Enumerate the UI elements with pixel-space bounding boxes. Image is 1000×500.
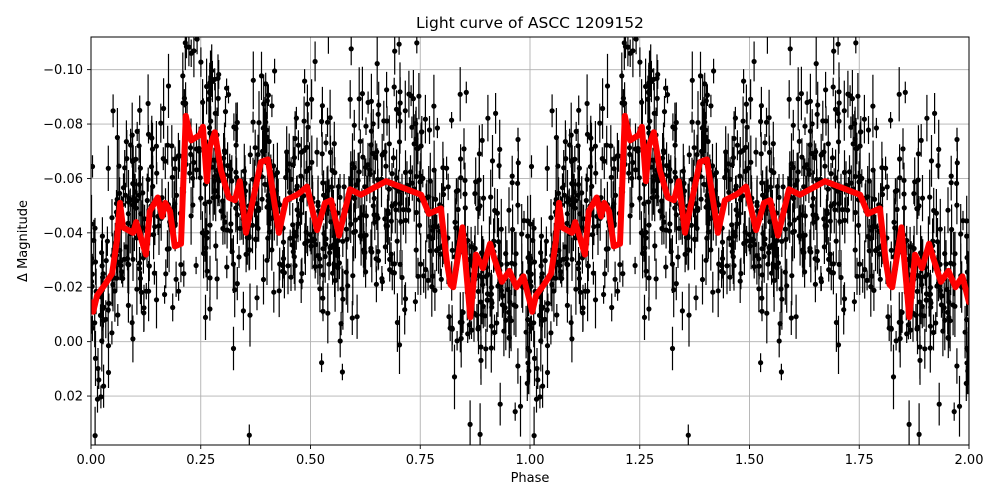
x-tick-label: 1.50: [735, 453, 764, 468]
y-tick-label: 0.02: [54, 390, 83, 405]
y-axis-label: Δ Magnitude: [16, 200, 31, 282]
binned-curve-line: [91, 112, 533, 321]
x-tick-label: 1.00: [516, 453, 545, 468]
x-tick-label: 0.75: [406, 453, 435, 468]
observation-points: [91, 37, 969, 445]
y-tick-label: −0.06: [43, 172, 83, 187]
binned-curve-line: [527, 112, 969, 321]
chart-title: Light curve of ASCC 1209152: [416, 14, 644, 32]
x-axis-label: Phase: [511, 471, 550, 486]
x-tick-label: 0.50: [296, 453, 325, 468]
x-tick-label: 0.25: [186, 453, 215, 468]
x-tick-label: 1.25: [625, 453, 654, 468]
x-tick-label: 0.00: [77, 453, 106, 468]
binned-curve: [91, 112, 969, 321]
y-tick-label: −0.02: [43, 281, 83, 296]
x-tick-label: 1.75: [845, 453, 874, 468]
x-axis-ticks: 0.00 0.25 0.50 0.75 1.00 1.25 1.50 1.75 2.00: [77, 445, 984, 468]
y-tick-label: −0.08: [43, 118, 83, 133]
y-tick-label: 0.00: [54, 335, 83, 350]
y-tick-label: −0.04: [43, 226, 83, 241]
y-tick-label: −0.10: [43, 63, 83, 78]
x-tick-label: 2.00: [955, 453, 984, 468]
y-axis-ticks: −0.10 −0.08 −0.06 −0.04 −0.02 0.00 0.02: [43, 63, 91, 405]
